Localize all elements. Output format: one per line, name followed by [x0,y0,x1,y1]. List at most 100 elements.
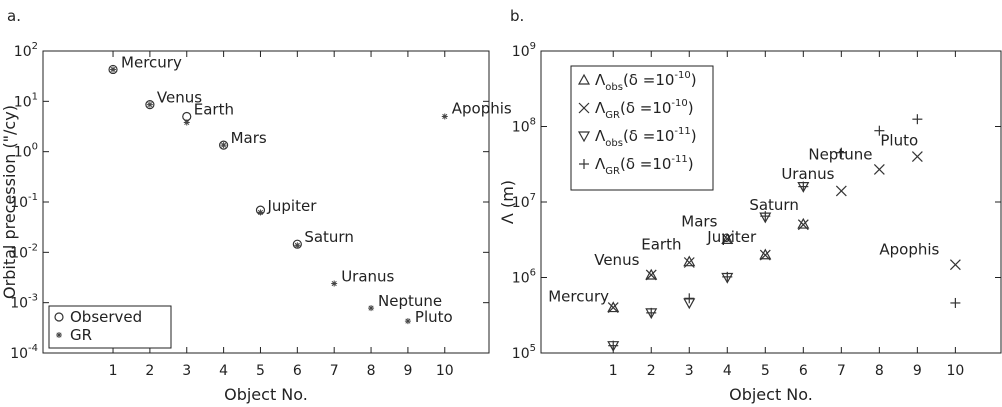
legend-marker [577,131,591,143]
y-tick-base: 10 [512,346,530,362]
data-point [797,217,810,229]
data-point [646,307,657,318]
data-point [331,280,338,287]
data-point [760,211,771,222]
point-label: Mercury [548,288,609,306]
data-point [404,318,411,325]
y-tick-exp: -2 [28,242,38,253]
data-point [950,297,961,308]
data-point [759,248,772,260]
data-point [183,119,190,126]
y-tick-label: 10-1 [10,192,38,211]
x-tick-label: 8 [367,363,376,379]
legend-exponent: -11 [674,126,690,137]
data-point [146,101,153,108]
x-tick-label: 10 [946,363,964,379]
legend-symbol: Λ [595,155,606,173]
data-point-b [797,219,809,231]
x-tick-label: 3 [685,363,694,379]
data-point-ring [182,111,192,122]
data-point-b [911,151,923,162]
y-tick-exp: -3 [28,293,38,304]
data-point [683,255,696,267]
x-tick-label: 5 [761,363,770,379]
data-point-ring [145,100,155,110]
x-axis-label: Object No. [729,385,813,404]
data-point [645,268,658,280]
point-label: Venus [594,251,639,269]
point-label: Mars [231,129,267,147]
x-tick-label: 4 [219,363,228,379]
point-label: Apophis [452,99,512,117]
data-point-b [645,269,657,281]
y-tick-base: 10 [14,44,32,60]
y-tick-exp: 1 [32,91,38,102]
legend-text: (δ =10 [620,155,671,173]
panel-label: a. [7,7,21,25]
data-point [836,147,847,158]
legend-close: ) [691,127,697,145]
data-point [368,305,375,312]
data-point-b [873,164,885,175]
y-tick-label: 106 [512,268,536,287]
y-tick-label: 109 [512,41,536,60]
data-point [721,233,734,244]
legend-text: (δ =10 [620,99,671,117]
legend-box [570,65,714,191]
data-point [441,113,448,120]
legend-marker [54,312,64,322]
point-label: Saturn [749,196,799,214]
legend-label: ΛGR(δ =10-10) [595,98,694,121]
y-tick-exp: 6 [530,268,536,279]
data-point-b [759,249,771,261]
data-point [798,181,809,192]
series-1 [607,151,961,313]
point-label: Mercury [121,53,182,71]
point-label: Uranus [341,268,394,286]
x-tick-label: 6 [293,363,302,379]
legend: Λobs(δ =10-10)ΛGR(δ =10-10)Λobs(δ =10-11… [570,65,714,191]
y-tick-base: 10 [10,296,28,312]
x-tick-label: 7 [837,363,846,379]
data-point [912,114,923,125]
point-label: Pluto [415,308,453,326]
legend-exponent: -10 [671,98,687,109]
data-point [683,257,695,268]
y-tick-base: 10 [14,145,32,161]
x-tick-label: 4 [723,363,732,379]
legend-close: ) [688,99,694,117]
legend-marker [579,159,589,169]
legend-label: Λobs(δ =10-11) [595,126,697,149]
series-1 [110,66,448,325]
legend-label: GR [70,326,92,344]
panel-label: b. [510,7,524,25]
y-tick-label: 100 [14,142,38,161]
x-tick-label: 2 [647,363,656,379]
x-tick-label: 9 [913,363,922,379]
legend-label: ΛGR(δ =10-11) [595,154,694,177]
y-tick-base: 10 [10,346,28,362]
legend-text: (δ =10 [623,71,674,89]
data-point [220,142,227,149]
legend-subscript: obs [605,82,623,93]
legend-marker [56,332,62,338]
data-point [607,301,620,313]
data-point [645,269,657,281]
x-tick-label: 8 [875,363,884,379]
y-tick-base: 10 [512,44,530,60]
legend-symbol: Λ [595,127,606,145]
data-point-b [607,302,619,313]
x-tick-label: 6 [799,363,808,379]
data-point [835,185,847,197]
data-point [759,249,771,261]
data-point-ring [219,140,229,150]
legend-symbol: Λ [595,71,606,89]
legend-exponent: -10 [674,70,690,81]
y-tick-exp: 8 [530,117,536,128]
legend-text: (δ =10 [623,127,674,145]
data-point [608,340,619,351]
data-point-b [949,259,961,271]
